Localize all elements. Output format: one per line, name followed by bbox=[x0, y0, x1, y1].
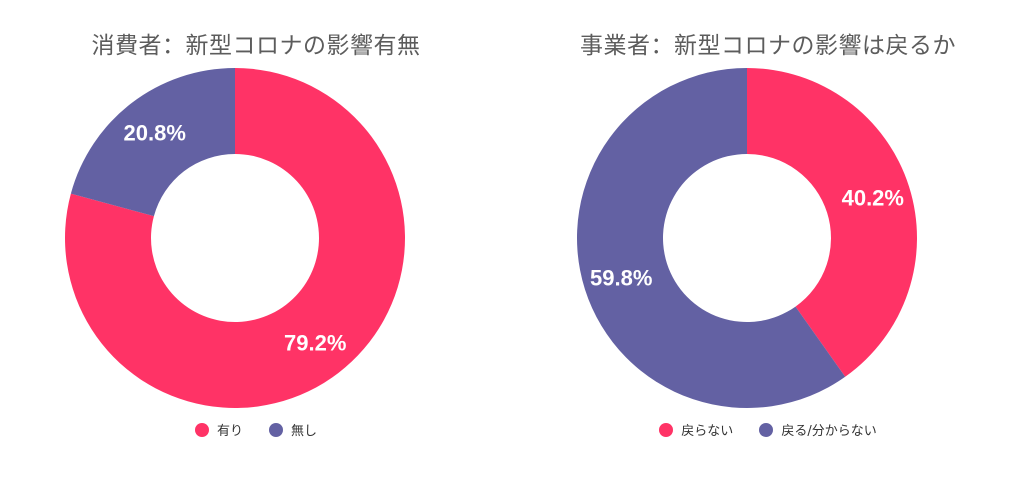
slice-value-label: 40.2% bbox=[842, 185, 904, 210]
legend-marker-icon bbox=[269, 422, 283, 437]
slice-value-label: 79.2% bbox=[284, 330, 346, 355]
slice-value-label: 59.8% bbox=[590, 266, 652, 291]
legend-label: 有り bbox=[216, 424, 243, 439]
consumer-donut-chart: 消費者：新型コロナの影響有無 79.2% 20.8% 有り 無し bbox=[0, 33, 512, 439]
legend-item-modoranai[interactable]: 戻らない bbox=[659, 420, 733, 439]
donut-slice[interactable] bbox=[577, 68, 846, 408]
donut-svg: 40.2% 59.8% bbox=[577, 68, 917, 408]
legend-item-modoru-wakaranai[interactable]: 戻る/分からない bbox=[759, 420, 877, 439]
slice-value-label: 20.8% bbox=[124, 121, 186, 146]
donut-slice[interactable] bbox=[70, 68, 235, 217]
legend-marker-icon bbox=[759, 422, 774, 437]
donut-svg: 79.2% 20.8% bbox=[65, 68, 405, 408]
legend-marker-icon bbox=[194, 422, 209, 437]
business-donut-chart: 事業者：新型コロナの影響は戻るか 40.2% 59.8% 戻らない 戻る/分からな… bbox=[512, 0, 1024, 483]
legend-label: 戻らない bbox=[681, 424, 734, 439]
donut-slice[interactable] bbox=[65, 68, 405, 408]
chart-legend: 有り 無し bbox=[0, 420, 512, 439]
legend-item-nashi[interactable]: 無し bbox=[269, 420, 317, 439]
legend-label: 戻る/分からない bbox=[781, 424, 877, 439]
legend-marker-icon bbox=[659, 422, 674, 437]
donut-slice[interactable] bbox=[747, 68, 917, 377]
legend-label: 無し bbox=[291, 424, 318, 439]
chart-title: 消費者：新型コロナの影響有無 bbox=[91, 33, 421, 59]
chart-legend: 戻らない 戻る/分からない bbox=[512, 420, 1024, 439]
chart-title: 事業者：新型コロナの影響は戻るか bbox=[580, 33, 956, 59]
legend-item-ari[interactable]: 有り bbox=[194, 420, 243, 439]
